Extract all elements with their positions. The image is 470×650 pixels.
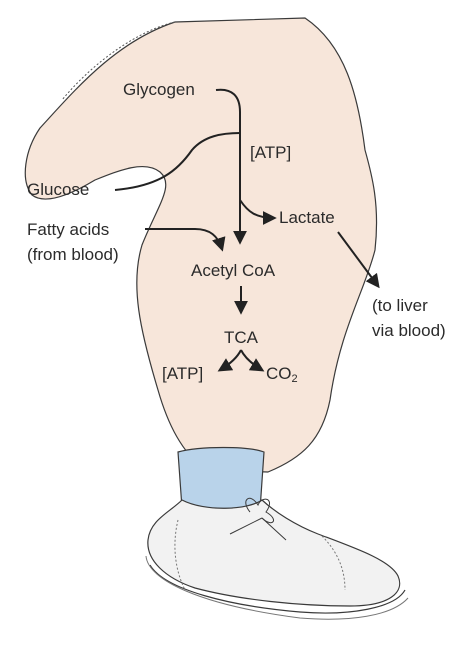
label-co2: CO2 — [266, 364, 298, 389]
label-fatty-acids: Fatty acids — [27, 220, 110, 239]
label-to-liver: (to liver — [372, 296, 428, 315]
shoe — [147, 499, 401, 607]
tca-to-co2-arrow — [240, 349, 265, 372]
label-acetyl-coa: Acetyl CoA — [191, 261, 276, 280]
leg-shape — [24, 17, 378, 473]
lactate-branch-arrow — [239, 199, 277, 225]
label-lactate: Lactate — [279, 208, 335, 227]
label-from-blood: (from blood) — [27, 245, 119, 264]
label-co2-subscript: 2 — [291, 373, 298, 385]
label-glycogen: Glycogen — [123, 80, 195, 99]
label-atp-top: [ATP] — [250, 143, 292, 162]
lactate-to-liver-arrow — [337, 231, 380, 289]
label-tca: TCA — [224, 328, 258, 347]
fatty-acids-arrow — [145, 228, 226, 252]
label-glucose: Glucose — [27, 180, 90, 199]
tca-to-atp-arrow — [217, 349, 242, 372]
label-co2-base: CO — [266, 364, 292, 383]
label-via-blood: via blood) — [372, 321, 446, 340]
label-atp-bottom: [ATP] — [162, 364, 204, 383]
glycogen-arrow — [215, 88, 247, 245]
glucose-arrow — [114, 132, 241, 191]
